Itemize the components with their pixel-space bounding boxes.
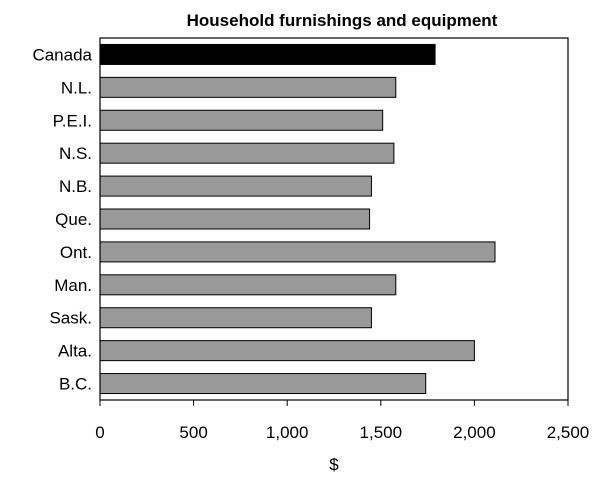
bar-ont [99,241,496,263]
x-tick-label: 2,000 [453,423,496,442]
bar-n-l [99,76,397,98]
category-label-p-e-i: P.E.I. [53,111,92,130]
bar-alta [99,340,475,362]
category-label-n-l: N.L. [61,78,92,97]
bar-man [99,274,397,296]
bar-canada [99,43,436,65]
category-label-sask: Sask. [49,309,92,328]
x-axis-ticks: 0 500 1,000 1,500 2,000 2,500 [95,400,589,442]
bar-b-c [99,373,427,395]
category-label-canada: Canada [32,45,92,64]
plot-frame [99,37,569,401]
category-label-man: Man. [54,276,92,295]
category-label-b-c: B.C. [59,375,92,394]
bar-sask [99,307,372,329]
category-label-alta: Alta. [58,342,92,361]
category-label-que: Que. [55,210,92,229]
x-tick-label: 500 [179,423,207,442]
x-axis-title: $ [329,455,339,474]
bars-group [99,43,496,395]
x-tick-label: 2,500 [547,423,590,442]
bar-n-b [99,175,372,197]
x-tick-label: 1,500 [360,423,403,442]
category-label-n-b: N.B. [59,177,92,196]
bar-n-s [99,142,395,164]
x-tick-label: 0 [95,423,104,442]
category-labels: Canada N.L. P.E.I. N.S. N.B. Que. Ont. Man. Sask… [32,45,92,393]
category-label-ont: Ont. [60,243,92,262]
category-label-n-s: N.S. [59,144,92,163]
bar-que [99,208,371,230]
x-tick-label: 1,000 [266,423,309,442]
chart-title: Household furnishings and equipment [187,11,498,30]
bar-p-e-i [99,109,384,131]
